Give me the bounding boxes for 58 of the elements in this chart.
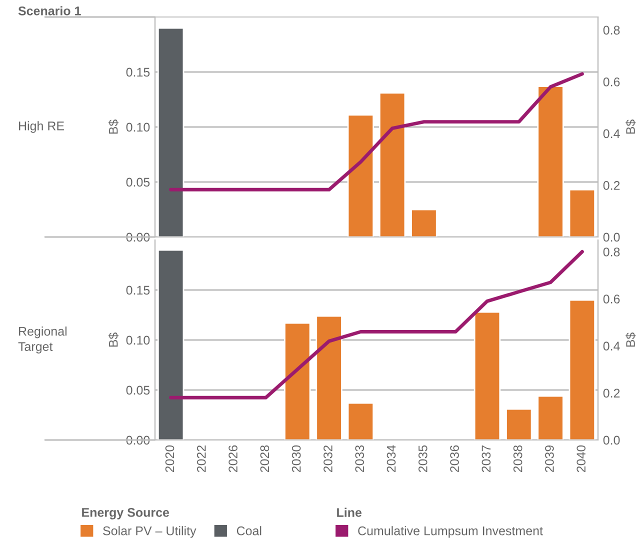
y2-tick-label: 0.2 [603,388,620,398]
y-tick-label: 0.15 [126,68,150,77]
line-series [169,72,584,192]
text: High RE [19,121,64,133]
y2-tick-label: 0.2 [603,181,620,190]
x-tick-label: 2034 [386,445,396,472]
x-tick-label: 2039 [545,445,554,472]
y-tick-label: 0.05 [126,178,150,187]
x-tick-label: 2026 [228,445,238,472]
legend-label: Cumulative Lumpsum Investment [358,526,543,538]
legend-label: Coal [236,526,262,536]
y2-tick-label: 0.4 [603,342,620,351]
bar [537,395,564,440]
x-tick-label: 2022 [196,445,206,472]
y-tick-label: 0.05 [126,386,150,395]
x-tick-label: 2035 [418,445,428,472]
x-tick-label: 2037 [482,445,491,472]
x-tick-label: 2032 [324,445,332,472]
y2-tick-label: 0.0 [603,232,620,242]
y2-tick-label: 0.6 [603,78,620,86]
x-tick-label: 2028 [260,445,270,472]
x-tick-label: 2038 [513,445,522,472]
y2-tick-label: 0.6 [603,294,620,304]
x-tick-label: 2020 [165,445,174,472]
bar [410,208,438,237]
y-tick-label: 0.15 [126,286,150,295]
y-tick-label: 0.10 [126,336,150,345]
bar [316,315,342,440]
y2-tick-label: 0.8 [603,248,620,256]
bar [347,114,374,237]
bar [568,189,596,237]
y-axis-title: B$ [108,332,119,347]
text: Regional Target [18,326,67,354]
y2-axis-title: B$ [626,332,636,347]
bar [537,86,564,237]
bar [284,322,311,440]
text: Line [337,508,362,517]
y2-axis-title: B$ [626,120,636,134]
y-tick-label: 0.10 [126,122,150,132]
y2-tick-label: 0.0 [603,436,620,445]
bar [568,299,596,440]
bar [474,311,501,440]
bar [157,27,184,237]
y2-tick-label: 0.4 [603,129,620,138]
x-tick-label: 2033 [355,445,364,472]
legend-label: Solar PV – Utility [103,526,196,538]
legend-title: Energy Source [82,508,170,520]
x-tick-label: 2030 [292,445,301,472]
bar [347,402,374,440]
line-series [169,250,584,400]
bar [378,92,406,237]
text: Scenario 1 [18,6,81,16]
bar [506,408,532,440]
bar [157,249,184,440]
y-axis-title: B$ [108,120,119,134]
x-tick-label: 2036 [450,445,459,472]
x-tick-label: 2040 [576,445,586,472]
y2-tick-label: 0.8 [603,26,620,35]
